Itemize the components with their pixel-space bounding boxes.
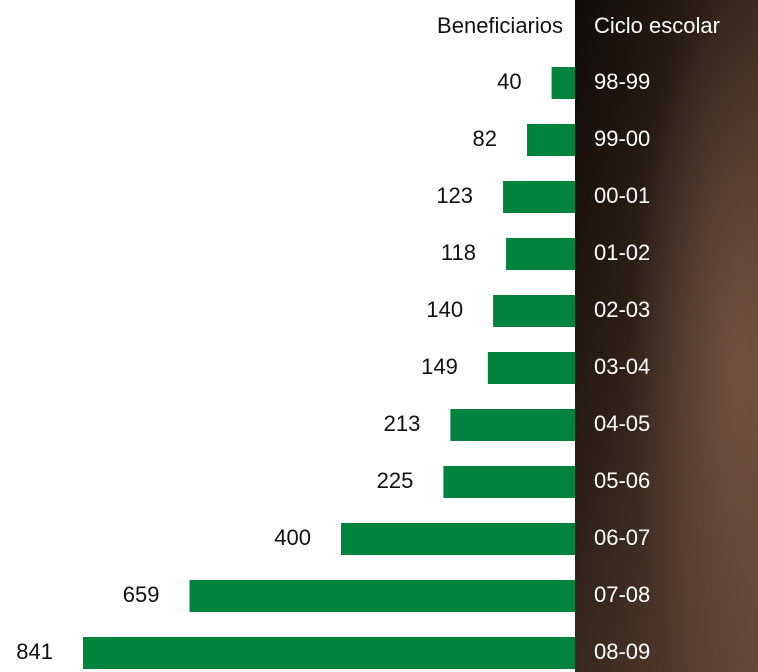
value-label: 213	[384, 411, 421, 436]
value-label: 149	[421, 354, 458, 379]
bar	[341, 523, 575, 555]
category-label: 08-09	[594, 639, 650, 664]
category-label: 00-01	[594, 183, 650, 208]
bar	[443, 466, 575, 498]
category-label: 01-02	[594, 240, 650, 265]
category-label: 04-05	[594, 411, 650, 436]
category-label: 07-08	[594, 582, 650, 607]
bar	[493, 295, 575, 327]
value-label: 118	[441, 240, 476, 265]
category-label: 98-99	[594, 69, 650, 94]
value-label: 659	[123, 582, 160, 607]
category-label: 99-00	[594, 126, 650, 151]
bar	[503, 181, 575, 213]
category-label: 03-04	[594, 354, 650, 379]
photo-highlight	[575, 0, 758, 672]
category-label: 05-06	[594, 468, 650, 493]
value-label: 140	[426, 297, 463, 322]
bar	[487, 352, 575, 384]
bar	[505, 238, 575, 270]
value-label: 123	[436, 183, 473, 208]
value-label: 82	[473, 126, 497, 151]
bar	[551, 67, 575, 99]
value-label: 40	[497, 69, 521, 94]
category-label: 02-03	[594, 297, 650, 322]
bar	[527, 124, 575, 156]
value-header: Beneficiarios	[437, 13, 563, 38]
value-label: 841	[16, 639, 53, 664]
bar	[450, 409, 575, 441]
bar	[83, 637, 575, 669]
category-header: Ciclo escolar	[594, 13, 720, 38]
value-label: 400	[274, 525, 311, 550]
value-label: 225	[377, 468, 414, 493]
bar	[189, 580, 576, 612]
category-label: 06-07	[594, 525, 650, 550]
